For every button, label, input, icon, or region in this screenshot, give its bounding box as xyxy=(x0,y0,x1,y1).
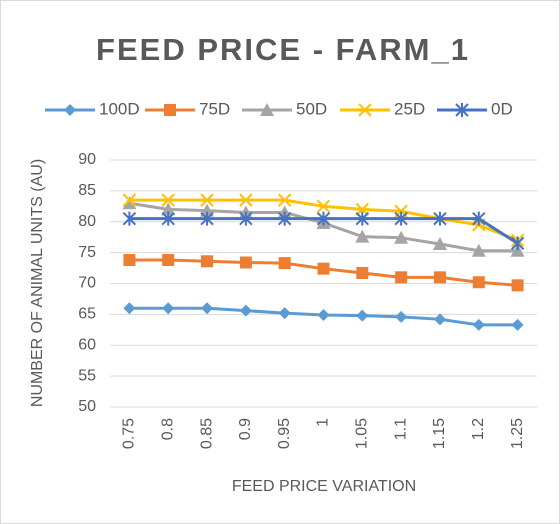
legend-label: 100D xyxy=(99,99,140,118)
legend-marker xyxy=(64,104,76,116)
data-point xyxy=(239,256,252,269)
x-tick-label: 0.95 xyxy=(276,418,293,449)
y-tick-label: 85 xyxy=(78,182,96,199)
legend-label: 0D xyxy=(491,99,513,118)
data-point xyxy=(511,318,524,331)
y-tick-label: 90 xyxy=(78,151,96,168)
data-point xyxy=(161,202,176,216)
y-tick-label: 60 xyxy=(78,336,96,353)
data-point xyxy=(355,229,370,243)
data-point xyxy=(395,310,408,323)
data-point xyxy=(122,211,137,226)
x-tick-label: 1.1 xyxy=(392,418,409,440)
legend-marker xyxy=(164,104,176,116)
x-tick-label: 0.85 xyxy=(198,418,215,449)
data-point xyxy=(161,211,175,226)
data-point xyxy=(317,308,330,321)
data-point xyxy=(200,203,215,217)
data-point xyxy=(200,211,214,226)
data-point xyxy=(356,267,369,280)
y-tick-label: 75 xyxy=(78,244,96,261)
legend-label: 50D xyxy=(296,99,327,118)
legend-marker xyxy=(260,103,274,116)
data-point xyxy=(278,307,291,320)
y-tick-label: 65 xyxy=(78,306,96,323)
data-point xyxy=(433,271,446,284)
x-tick-label: 1 xyxy=(315,418,332,427)
data-point xyxy=(355,211,370,226)
y-tick-label: 80 xyxy=(78,213,96,230)
data-point xyxy=(433,211,447,226)
data-point xyxy=(316,211,331,226)
legend-marker xyxy=(455,103,469,117)
data-point xyxy=(395,271,408,284)
x-tick-label: 1.05 xyxy=(354,418,371,449)
data-point xyxy=(356,309,369,322)
data-point xyxy=(511,279,524,292)
data-point xyxy=(394,230,409,244)
data-point xyxy=(161,193,175,207)
data-point xyxy=(316,199,331,214)
data-point xyxy=(162,254,175,267)
data-point xyxy=(317,262,330,275)
data-point xyxy=(394,211,408,226)
x-tick-label: 0.9 xyxy=(237,418,254,440)
data-point xyxy=(162,302,175,315)
y-tick-label: 55 xyxy=(78,367,96,384)
data-point xyxy=(471,243,486,257)
x-tick-label: 1.2 xyxy=(470,418,487,440)
x-tick-label: 1.25 xyxy=(509,418,526,449)
data-point xyxy=(122,196,137,210)
data-point xyxy=(432,236,447,250)
data-point xyxy=(277,193,292,207)
data-point xyxy=(510,236,525,251)
data-point xyxy=(277,211,292,226)
data-point xyxy=(201,255,214,268)
y-tick-label: 70 xyxy=(78,275,96,292)
chart-title: FEED PRICE - FARM_1 xyxy=(96,32,470,67)
y-axis-label: NUMBER OF ANIMAL UNITS (AU) xyxy=(29,159,46,407)
x-tick-label: 1.15 xyxy=(431,418,448,449)
x-tick-label: 0.8 xyxy=(159,418,176,440)
data-point xyxy=(472,276,485,289)
y-tick-label: 50 xyxy=(78,398,96,415)
data-point xyxy=(123,254,136,267)
data-point xyxy=(433,313,446,326)
legend-label: 75D xyxy=(199,99,230,118)
data-point xyxy=(472,318,485,331)
data-point xyxy=(201,302,214,315)
legend-label: 25D xyxy=(394,99,425,118)
x-axis-label: FEED PRICE VARIATION xyxy=(232,478,416,495)
data-point xyxy=(472,211,486,226)
x-tick-label: 0.75 xyxy=(121,418,138,449)
data-point xyxy=(239,211,253,226)
legend-marker xyxy=(358,103,372,117)
data-point xyxy=(200,193,214,207)
data-point xyxy=(123,302,136,315)
data-point xyxy=(122,193,137,207)
data-point xyxy=(239,304,252,317)
data-point xyxy=(239,193,253,207)
data-point xyxy=(278,257,291,270)
